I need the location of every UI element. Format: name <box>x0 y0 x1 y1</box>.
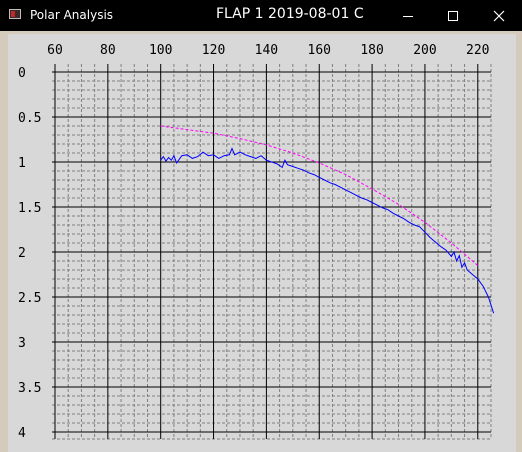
y-tick-label: 3 <box>18 336 26 351</box>
x-tick-label: 220 <box>466 43 489 58</box>
x-tick-label: 60 <box>47 43 63 58</box>
x-tick-label: 80 <box>100 43 116 58</box>
document-title: FLAP 1 2019-08-01 C <box>216 6 364 22</box>
maximize-button[interactable] <box>430 0 475 31</box>
y-tick-label: 0.5 <box>18 111 41 126</box>
title-bar[interactable]: Polar Analysis FLAP 1 2019-08-01 C <box>0 0 522 31</box>
x-tick-label: 180 <box>360 43 383 58</box>
y-tick-label: 2 <box>18 246 26 261</box>
x-tick-label: 200 <box>413 43 436 58</box>
y-axis-labels: 0 0.5 1 1.5 2 2.5 3 3.5 4 <box>18 66 41 441</box>
y-tick-label: 1 <box>18 156 26 171</box>
y-tick-label: 1.5 <box>18 201 41 216</box>
major-grid <box>52 64 491 439</box>
close-icon <box>493 10 504 21</box>
x-tick-label: 120 <box>202 43 225 58</box>
app-title: Polar Analysis <box>30 8 114 22</box>
measured-polar-line <box>160 147 495 314</box>
polar-chart: 60 80 100 120 140 160 180 200 220 0 0.5 1 1.5 2 2.5 3 3… <box>18 43 495 441</box>
y-tick-label: 4 <box>18 426 26 441</box>
maximize-icon <box>447 10 458 21</box>
window-frame: 60 80 100 120 140 160 180 200 220 0 0.5 1 1.5 2 2.5 3 3… <box>0 31 522 452</box>
minimize-button[interactable] <box>385 0 430 31</box>
x-tick-label: 140 <box>255 43 278 58</box>
y-tick-label: 2.5 <box>18 291 41 306</box>
x-tick-label: 160 <box>308 43 331 58</box>
minimize-icon <box>402 15 413 17</box>
x-tick-label: 100 <box>149 43 172 58</box>
plot-area: 60 80 100 120 140 160 180 200 220 0 0.5 1 1.5 2 2.5 3 3… <box>8 34 516 452</box>
y-tick-label: 0 <box>18 66 26 81</box>
series-group <box>160 125 495 314</box>
y-tick-label: 3.5 <box>18 381 41 396</box>
close-button[interactable] <box>476 0 521 31</box>
app-icon <box>9 9 21 19</box>
x-axis-labels: 60 80 100 120 140 160 180 200 220 <box>47 43 489 58</box>
